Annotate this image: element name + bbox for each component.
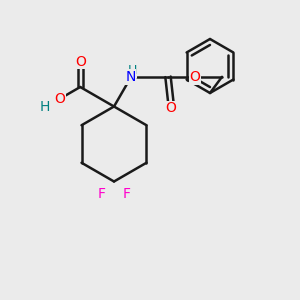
Text: O: O (190, 70, 200, 84)
Text: O: O (75, 55, 86, 68)
Text: H: H (40, 100, 50, 114)
Text: H: H (127, 64, 137, 77)
Text: O: O (166, 101, 176, 115)
Text: F: F (123, 187, 130, 200)
Text: F: F (98, 187, 105, 200)
Text: N: N (125, 70, 136, 84)
Text: O: O (54, 92, 65, 106)
